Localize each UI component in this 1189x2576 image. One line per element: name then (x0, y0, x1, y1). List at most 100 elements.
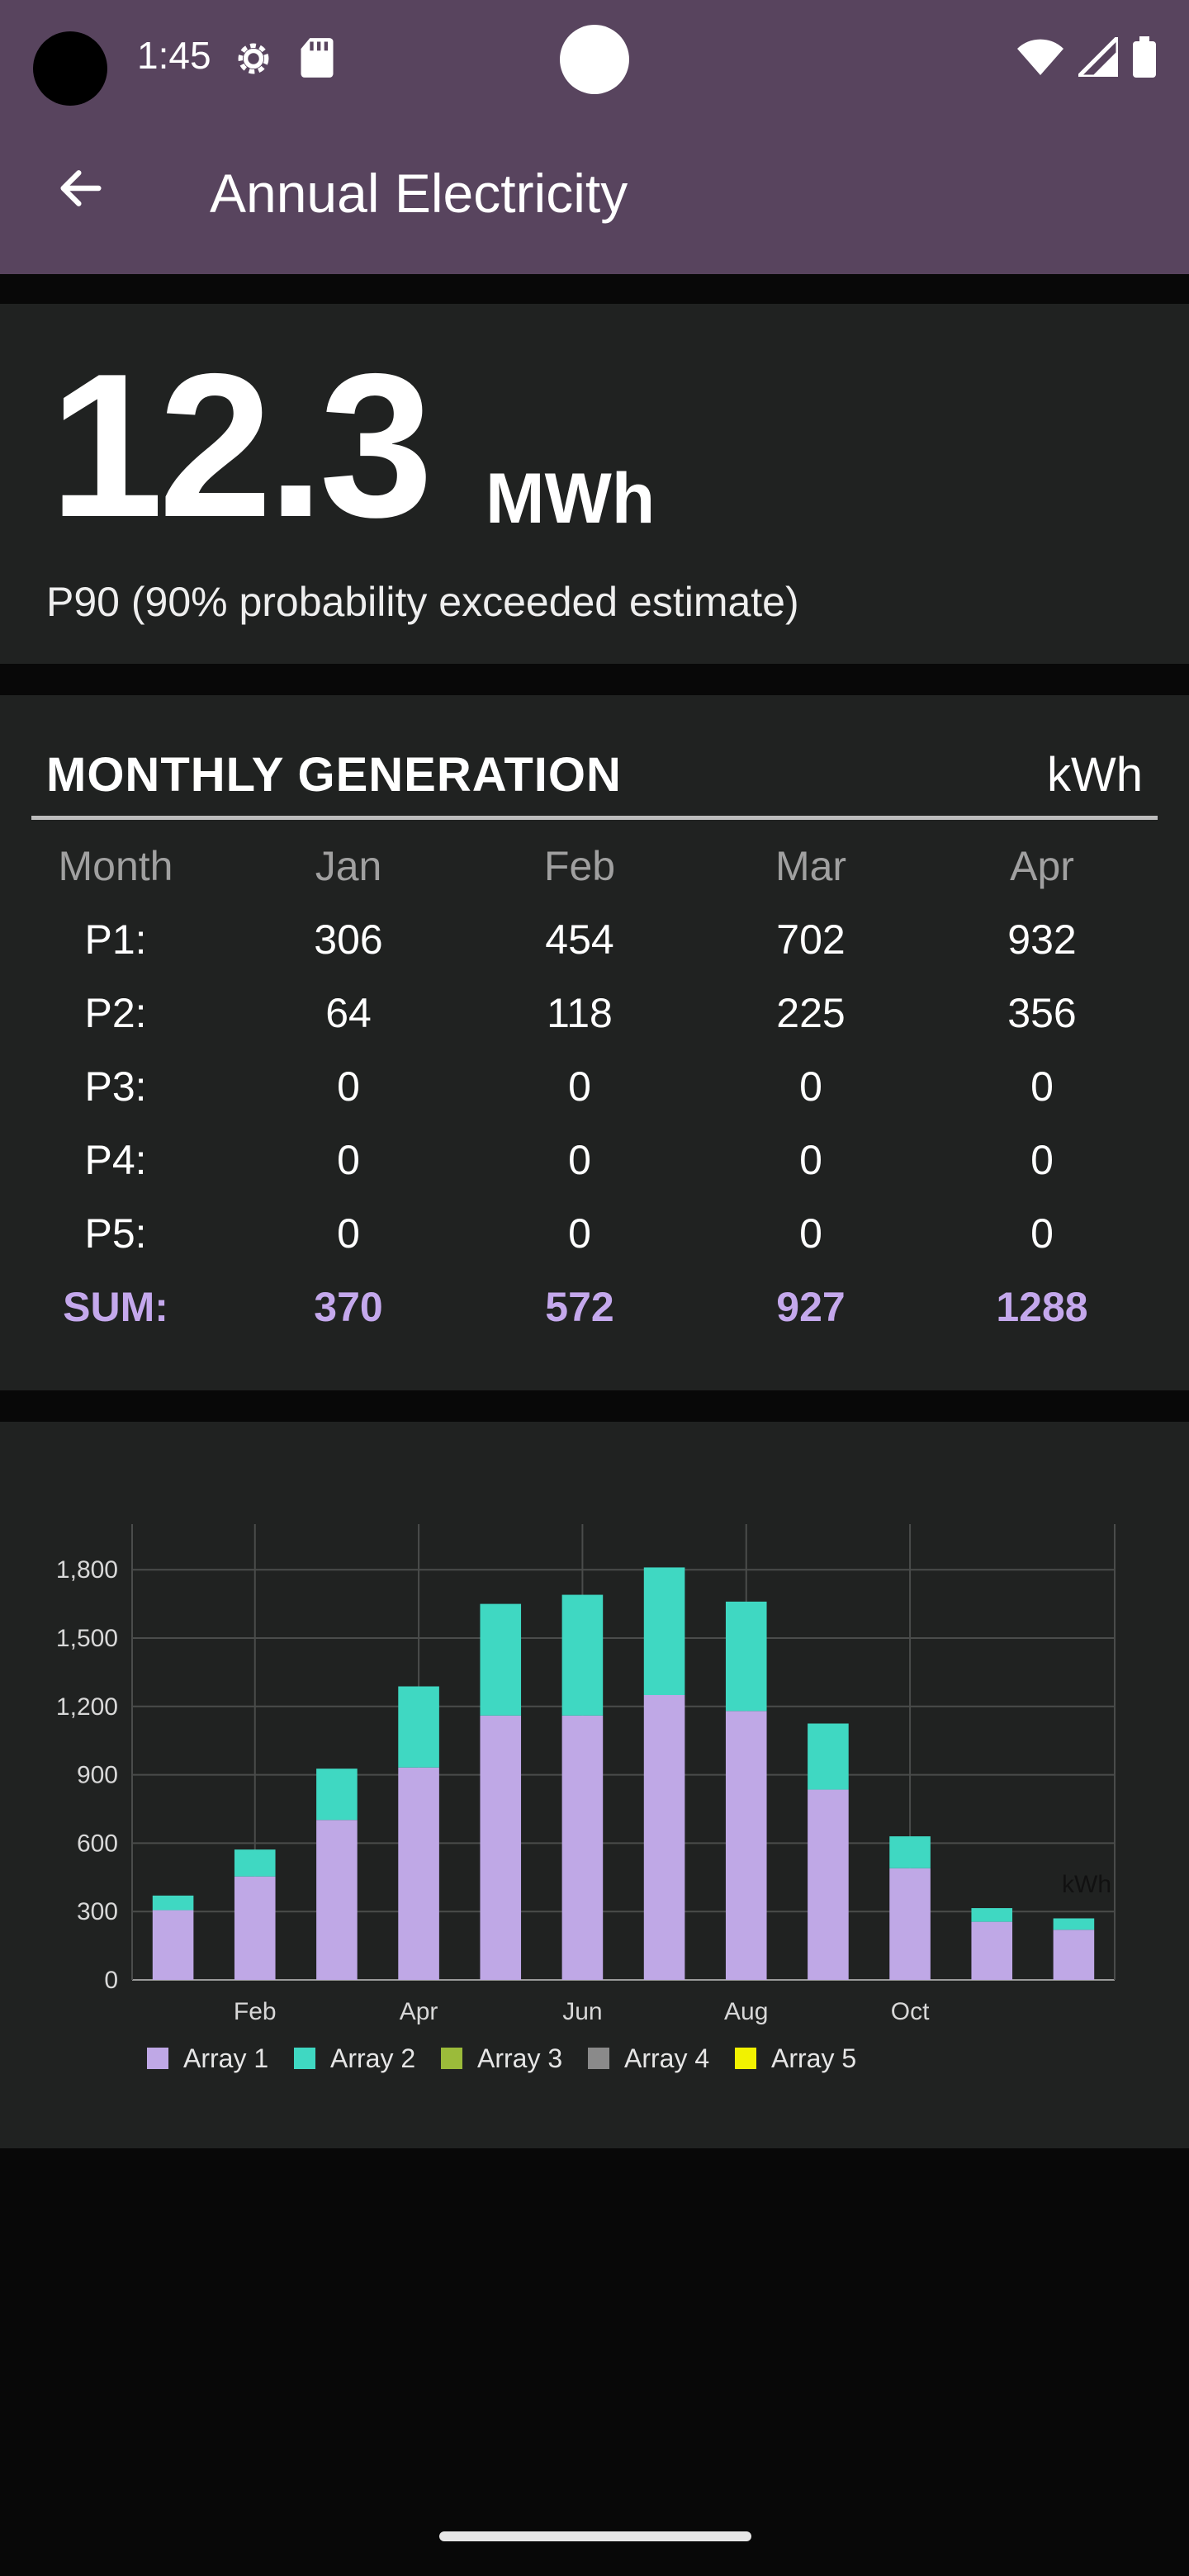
monthly-bar-chart: 0 300 600 900 1,200 1,500 1,800 Feb Apr Jun Aug Oct… (56, 1524, 1116, 2073)
bar-segment (398, 1767, 439, 1980)
legend-swatch (294, 2048, 315, 2069)
status-time: 1:45 (137, 34, 211, 77)
bar-segment (480, 1603, 522, 1716)
y-tick-label: 1,800 (56, 1556, 118, 1584)
table-cell: 1288 (996, 1284, 1088, 1330)
gesture-nav-bar[interactable] (439, 2531, 751, 2541)
table-cell: 702 (776, 916, 846, 963)
table-cell: 0 (568, 1210, 591, 1257)
bar-segment (152, 1895, 194, 1911)
bar-segment (725, 1711, 767, 1980)
bar-segment (808, 1789, 849, 1980)
annual-summary-card (0, 304, 1189, 664)
table-cell: 0 (337, 1137, 360, 1183)
table-cell: 306 (314, 916, 383, 963)
table-cell: 0 (1030, 1210, 1054, 1257)
unit-label: kWh (1062, 1871, 1111, 1898)
row-label: P3: (84, 1063, 147, 1110)
bar-segment (643, 1567, 685, 1695)
table-row: P1: 306 454 702 932 (0, 916, 1189, 989)
monthly-generation-card (0, 695, 1189, 1390)
x-tick-label: Apr (400, 1998, 438, 2025)
bar-segment (234, 1876, 276, 1980)
x-tick-label: Jun (562, 1998, 602, 2025)
legend-entry: Array 2 (330, 2043, 415, 2073)
page-title: Annual Electricity (210, 163, 628, 224)
bar-segment (316, 1769, 358, 1821)
y-tick-label: 600 (77, 1830, 118, 1857)
table-header: Month Jan Feb Mar Apr (0, 842, 1189, 916)
table-cell: 225 (776, 990, 846, 1036)
legend-swatch (147, 2048, 168, 2069)
x-tick-label: Oct (891, 1998, 930, 2025)
table-sum-row: SUM: 370 572 927 1288 (0, 1283, 1189, 1357)
row-label: P5: (84, 1210, 147, 1257)
table-cell: 64 (325, 990, 372, 1036)
estimate-caption: P90 (90% probability exceeded estimate) (46, 579, 799, 625)
bar-segment (316, 1820, 358, 1980)
legend-swatch (735, 2048, 756, 2069)
row-label: P1: (84, 916, 147, 963)
table-cell: 118 (547, 990, 613, 1036)
table-cell: 0 (799, 1210, 822, 1257)
row-label: Month (58, 843, 173, 889)
monthly-unit: kWh (1047, 748, 1143, 802)
bar-segment (971, 1908, 1013, 1922)
bar-segment (889, 1836, 931, 1868)
front-sensor (560, 25, 629, 94)
table-cell: 0 (799, 1063, 822, 1110)
wifi-icon (1017, 39, 1063, 79)
table-cell: 0 (568, 1137, 591, 1183)
table-cell: 370 (314, 1284, 383, 1330)
table-cell: 454 (545, 916, 614, 963)
y-tick-label: 900 (77, 1762, 118, 1789)
bar-segment (152, 1910, 194, 1980)
legend-entry: Array 1 (183, 2043, 268, 2073)
back-arrow-icon[interactable] (54, 162, 107, 219)
table-cell: 0 (337, 1210, 360, 1257)
table-row: P5: 0 0 0 0 (0, 1210, 1189, 1283)
annual-value: 12.3 (50, 330, 433, 560)
y-tick-label: 300 (77, 1898, 118, 1925)
row-label: P2: (84, 990, 147, 1036)
table-cell: 0 (1030, 1063, 1054, 1110)
app-header: 1:45 Annual Electricity (0, 0, 1189, 274)
legend-entry: Array 4 (624, 2043, 709, 2073)
settings-gear-icon (231, 36, 276, 85)
camera-cutout (33, 31, 107, 106)
sd-card-icon (299, 36, 335, 83)
bar-segment (234, 1849, 276, 1877)
legend-entry: Array 5 (771, 2043, 856, 2073)
divider (31, 816, 1158, 820)
y-tick-label: 0 (104, 1967, 118, 1994)
table-cell: 0 (799, 1137, 822, 1183)
legend-swatch (441, 2048, 462, 2069)
legend-entry: Array 3 (477, 2043, 562, 2073)
bar-segment (1053, 1918, 1095, 1930)
cellular-signal-icon (1073, 31, 1120, 81)
table-cell: 0 (1030, 1137, 1054, 1183)
table-cell: 0 (568, 1063, 591, 1110)
bar-segment (561, 1594, 604, 1716)
bar-segment (643, 1695, 685, 1980)
table-cell: 356 (1007, 990, 1077, 1036)
table-row: P4: 0 0 0 0 (0, 1136, 1189, 1210)
bar-segment (725, 1601, 767, 1712)
table-cell: Apr (1010, 843, 1074, 889)
bar-segment (808, 1723, 849, 1790)
table-cell: 572 (545, 1284, 614, 1330)
table-row: P3: 0 0 0 0 (0, 1063, 1189, 1136)
table-row: P2: 64 118 225 356 (0, 989, 1189, 1063)
x-tick-label: Feb (234, 1998, 277, 2025)
table-cell: Mar (775, 843, 847, 889)
table-cell: 932 (1007, 916, 1077, 963)
row-label: P4: (84, 1137, 147, 1183)
table-cell: Jan (315, 843, 382, 889)
table-cell: 927 (776, 1284, 846, 1330)
bar-segment (1053, 1930, 1095, 1980)
row-label: SUM: (63, 1284, 168, 1330)
bar-segment (971, 1921, 1013, 1980)
table-cell: 0 (337, 1063, 360, 1110)
battery-icon (1133, 36, 1156, 82)
chart-card: 0 300 600 900 1,200 1,500 1,800 Feb Apr Jun Aug Oct… (0, 1422, 1189, 2148)
